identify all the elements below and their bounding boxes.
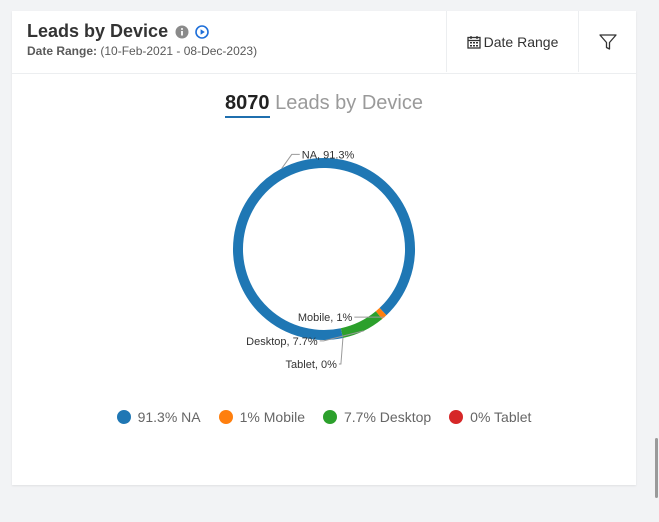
slice-label-na: NA, 91.3% <box>302 149 355 161</box>
donut-slice-desktop[interactable] <box>340 311 383 339</box>
donut-chart: NA, 91.3% Mobile, 1% Desktop, 7.7% Tablet, … <box>233 149 415 371</box>
card-header: Leads by Device Date Range: (10-Feb-2021… <box>12 11 636 74</box>
legend-label-mobile: 1% Mobile <box>239 409 305 425</box>
legend-item-tablet[interactable]: 0% Tablet <box>449 409 531 425</box>
legend-swatch-tablet <box>449 410 464 424</box>
slice-leader-line-tablet <box>338 337 344 365</box>
card-title: Leads by Device <box>27 21 169 41</box>
chart-heading: 8070 Leads by Device <box>12 92 636 118</box>
slice-label-mobile: Mobile, 1% <box>298 312 353 324</box>
legend-label-na: 91.3% NA <box>137 409 201 425</box>
slice-label-desktop: Desktop, 7.7% <box>246 336 318 348</box>
calendar-icon <box>466 35 481 49</box>
leads-by-device-card: Leads by Device Date Range: (10-Feb-2021… <box>12 11 636 485</box>
legend-item-mobile[interactable]: 1% Mobile <box>218 409 305 425</box>
date-range-button[interactable]: Date Range <box>446 11 578 72</box>
date-range-button-label: Date Range <box>483 33 559 50</box>
legend-label-tablet: 0% Tablet <box>470 409 532 425</box>
info-icon[interactable] <box>175 25 189 39</box>
lead-count: 8070 <box>225 92 270 118</box>
scrollbar[interactable] <box>655 438 658 498</box>
play-icon[interactable] <box>195 24 209 39</box>
chart-legend: 91.3% NA 1% Mobile 7.7% Desktop 0% Tablet <box>12 409 636 425</box>
legend-swatch-desktop <box>323 410 337 424</box>
slice-label-tablet: Tablet, 0% <box>286 359 338 371</box>
filter-button[interactable] <box>578 11 637 72</box>
date-range-value: (10-Feb-2021 - 08-Dec-2023) <box>97 44 258 58</box>
filter-icon <box>599 33 617 50</box>
legend-swatch-mobile <box>218 410 233 424</box>
chart-heading-label: Leads by Device <box>269 92 423 114</box>
slice-leader-line-na <box>281 153 300 169</box>
title-wrap: Leads by Device <box>27 21 209 42</box>
legend-item-na[interactable]: 91.3% NA <box>116 409 201 425</box>
legend-swatch-na <box>116 410 131 424</box>
slice-leader-line-desktop <box>319 330 364 342</box>
donut-slice-mobile[interactable] <box>375 307 387 319</box>
legend-item-desktop[interactable]: 7.7% Desktop <box>323 409 431 425</box>
legend-label-desktop: 7.7% Desktop <box>344 409 432 425</box>
donut-slice-na[interactable] <box>233 158 415 340</box>
date-range-text: Date Range: (10-Feb-2021 - 08-Dec-2023) <box>27 44 257 58</box>
date-range-label: Date Range: <box>27 44 98 58</box>
